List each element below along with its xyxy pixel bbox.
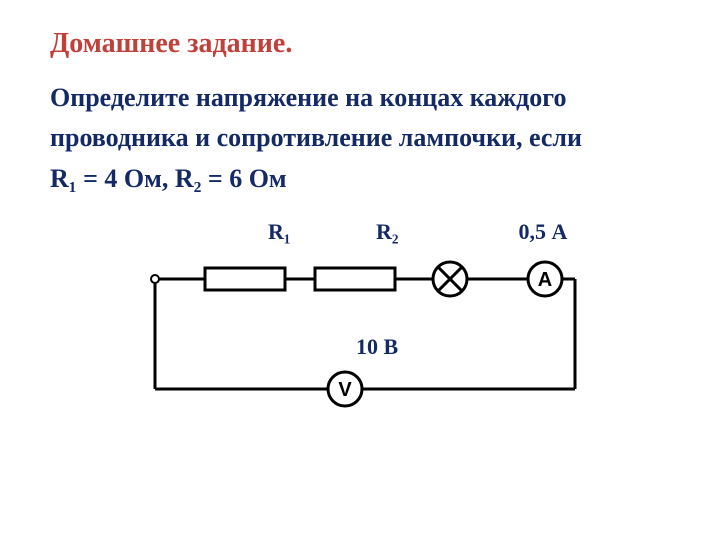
problem-line-1: Определите напряжение на концах каждого — [50, 78, 680, 118]
problem-line-3: R₁ = 4 Ом, R₂ = 6 Ом — [50, 159, 680, 199]
circuit-diagram: R₁ R₂ 0,5 А 10 В АV — [50, 219, 680, 429]
problem-line-2: проводника и сопротивление лампочки, есл… — [50, 118, 680, 158]
circuit-svg: АV — [115, 219, 615, 429]
label-voltage: 10 В — [356, 334, 398, 360]
svg-text:А: А — [538, 269, 552, 291]
svg-text:V: V — [338, 379, 352, 401]
label-r1: R₁ — [268, 219, 290, 245]
label-r2: R₂ — [376, 219, 398, 245]
title: Домашнее задание. — [50, 28, 680, 60]
problem-text: Определите напряжение на концах каждого … — [50, 78, 680, 199]
label-current: 0,5 А — [508, 219, 578, 245]
